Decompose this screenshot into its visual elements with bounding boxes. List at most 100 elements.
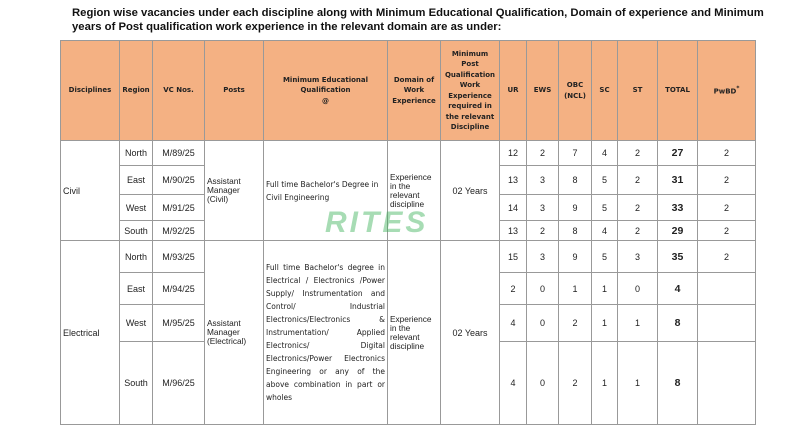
qualification-cell: Full time Bachelor's degree in Electrica…	[263, 240, 388, 425]
obc-cell: 9	[558, 194, 592, 221]
discipline-cell: Electrical	[60, 240, 120, 425]
sc-cell: 5	[591, 194, 618, 221]
header-row: Disciplines Region VC Nos. Posts Minimum…	[60, 40, 756, 141]
header-disciplines: Disciplines	[60, 40, 120, 141]
table-row: South M/92/25 13 2 8 4 2 29 2	[61, 220, 756, 241]
sc-cell: 1	[591, 341, 618, 425]
vc-no-cell: M/89/25	[152, 140, 205, 166]
header-ur: UR	[499, 40, 527, 141]
total-cell: 8	[657, 304, 698, 342]
sc-cell: 5	[591, 240, 618, 273]
experience-cell: 02 Years	[440, 140, 500, 241]
vc-no-cell: M/93/25	[152, 240, 205, 273]
ews-cell: 2	[526, 140, 559, 166]
st-cell: 2	[617, 220, 658, 241]
table-row: East M/94/25 2 0 1 1 0 4	[61, 272, 756, 305]
st-cell: 1	[617, 304, 658, 342]
st-cell: 1	[617, 341, 658, 425]
header-vc-nos: VC Nos.	[152, 40, 205, 141]
total-cell: 8	[657, 341, 698, 425]
ews-cell: 3	[526, 240, 559, 273]
region-cell: East	[119, 272, 153, 305]
rites-watermark-logo: RITES	[325, 206, 429, 239]
ews-cell: 2	[526, 220, 559, 241]
total-cell: 35	[657, 240, 698, 273]
ur-cell: 2	[499, 272, 527, 305]
st-cell: 2	[617, 140, 658, 166]
pwbd-cell: 2	[697, 140, 756, 166]
total-cell: 33	[657, 194, 698, 221]
obc-cell: 8	[558, 220, 592, 241]
table-row: Electrical North M/93/25 Assistant Manager …	[60, 240, 756, 425]
ur-cell: 13	[499, 220, 527, 241]
vc-no-cell: M/90/25	[152, 165, 205, 195]
table-row: Civil North M/89/25 Assistant Manager (Civi…	[60, 140, 756, 241]
pwbd-cell	[697, 304, 756, 342]
header-st: ST	[617, 40, 658, 141]
region-cell: West	[119, 304, 153, 342]
st-cell: 0	[617, 272, 658, 305]
ews-cell: 3	[526, 165, 559, 195]
ews-cell: 0	[526, 341, 559, 425]
pwbd-cell: 2	[697, 220, 756, 241]
total-cell: 31	[657, 165, 698, 195]
ews-cell: 3	[526, 194, 559, 221]
header-min-experience: Minimum Post Qualification Work Experien…	[440, 40, 500, 141]
sc-cell: 4	[591, 220, 618, 241]
header-qualification: Minimum Educational Qualification @	[263, 40, 388, 141]
pwbd-cell: 2	[697, 165, 756, 195]
header-pwbd-label: PwBD	[713, 87, 737, 96]
st-cell: 3	[617, 240, 658, 273]
vc-no-cell: M/94/25	[152, 272, 205, 305]
table-row: East M/90/25 13 3 8 5 2 31 2	[61, 165, 756, 195]
obc-cell: 2	[558, 304, 592, 342]
obc-cell: 1	[558, 272, 592, 305]
ur-cell: 4	[499, 304, 527, 342]
region-cell: North	[119, 140, 153, 166]
ur-cell: 4	[499, 341, 527, 425]
table-row: South M/96/25 4 0 2 1 1 8	[61, 341, 756, 425]
header-pwbd-sup: *	[736, 86, 740, 93]
total-cell: 29	[657, 220, 698, 241]
region-cell: North	[119, 240, 153, 273]
pwbd-cell: 2	[697, 194, 756, 221]
st-cell: 2	[617, 165, 658, 195]
pwbd-cell	[697, 272, 756, 305]
vc-no-cell: M/92/25	[152, 220, 205, 241]
post-cell: Assistant Manager (Civil)	[204, 140, 264, 241]
obc-cell: 7	[558, 140, 592, 166]
header-ews: EWS	[526, 40, 559, 141]
sc-cell: 4	[591, 140, 618, 166]
ur-cell: 13	[499, 165, 527, 195]
vc-no-cell: M/91/25	[152, 194, 205, 221]
sc-cell: 5	[591, 165, 618, 195]
region-cell: South	[119, 220, 153, 241]
discipline-cell: Civil	[60, 140, 120, 241]
qualification-cell: Full time Bachelor's Degree in Civil Eng…	[263, 140, 388, 241]
header-pwbd: PwBD*	[697, 40, 756, 141]
domain-cell: Experience in the relevant discipline	[387, 240, 441, 425]
ur-cell: 12	[499, 140, 527, 166]
vc-no-cell: M/96/25	[152, 341, 205, 425]
header-posts: Posts	[204, 40, 264, 141]
region-cell: West	[119, 194, 153, 221]
table-row: West M/91/25 14 3 9 5 2 33 2	[61, 194, 756, 221]
vc-no-cell: M/95/25	[152, 304, 205, 342]
ur-cell: 14	[499, 194, 527, 221]
sc-cell: 1	[591, 304, 618, 342]
vacancy-table: Disciplines Region VC Nos. Posts Minimum…	[60, 40, 756, 425]
experience-cell: 02 Years	[440, 240, 500, 425]
total-cell: 27	[657, 140, 698, 166]
header-region: Region	[119, 40, 153, 141]
ews-cell: 0	[526, 304, 559, 342]
post-cell: Assistant Manager (Electrical)	[204, 240, 264, 425]
obc-cell: 2	[558, 341, 592, 425]
ews-cell: 0	[526, 272, 559, 305]
ur-cell: 15	[499, 240, 527, 273]
header-total: TOTAL	[657, 40, 698, 141]
header-domain: Domain of Work Experience	[387, 40, 441, 141]
st-cell: 2	[617, 194, 658, 221]
intro-text: Region wise vacancies under each discipl…	[72, 7, 764, 33]
region-cell: East	[119, 165, 153, 195]
sc-cell: 1	[591, 272, 618, 305]
